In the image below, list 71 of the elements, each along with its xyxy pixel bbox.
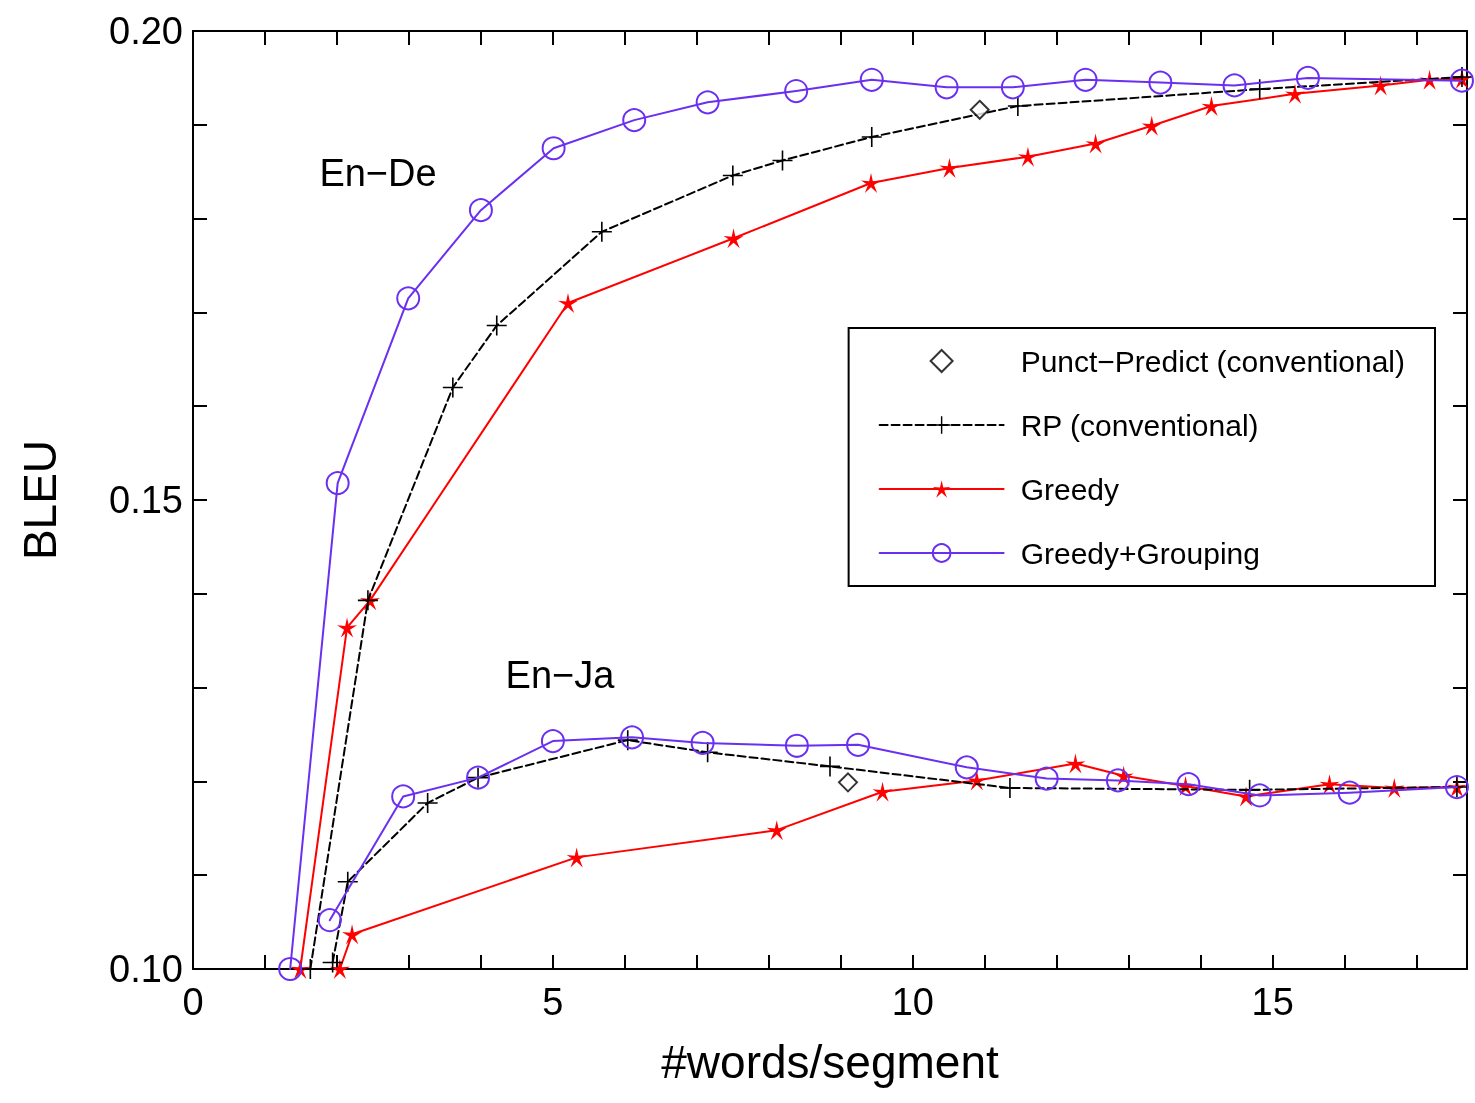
x-axis-title: #words/segment xyxy=(661,1036,999,1088)
point xyxy=(417,792,438,813)
point xyxy=(954,755,979,780)
point xyxy=(722,165,743,186)
point xyxy=(329,959,350,979)
x-tick-label: 0 xyxy=(182,981,204,1023)
point xyxy=(872,781,893,802)
point xyxy=(1141,115,1162,136)
point xyxy=(1249,79,1270,100)
point xyxy=(1017,146,1038,167)
point xyxy=(1034,766,1059,791)
annotation: En−Ja xyxy=(505,654,616,696)
point xyxy=(723,228,744,249)
point xyxy=(317,908,342,933)
point xyxy=(1295,65,1320,90)
point xyxy=(695,90,720,115)
point xyxy=(1337,780,1362,805)
x-tick-label: 10 xyxy=(891,981,934,1023)
y-axis-title: BLEU xyxy=(14,439,66,561)
point xyxy=(591,221,612,242)
point xyxy=(1247,783,1272,808)
point xyxy=(1222,73,1247,98)
point xyxy=(784,733,809,758)
y-tick-label: 0.20 xyxy=(109,10,183,52)
point xyxy=(1201,96,1222,117)
point xyxy=(337,617,358,638)
point xyxy=(837,772,858,793)
point xyxy=(1176,772,1201,797)
point xyxy=(325,471,350,496)
point xyxy=(391,784,416,809)
x-tick-label: 15 xyxy=(1251,981,1294,1023)
point xyxy=(1148,70,1173,95)
point xyxy=(846,732,871,757)
point xyxy=(939,157,960,178)
point xyxy=(861,126,882,147)
point xyxy=(1085,133,1106,154)
legend-label: Punct−Predict (conventional) xyxy=(1020,344,1405,378)
point xyxy=(558,293,578,314)
point xyxy=(566,847,587,868)
point xyxy=(442,377,463,398)
point xyxy=(766,820,787,841)
point xyxy=(1105,768,1130,793)
legend-label: Greedy xyxy=(1020,472,1120,506)
x-tick-label: 5 xyxy=(542,981,564,1023)
y-tick-label: 0.15 xyxy=(109,479,183,521)
annotation: En−De xyxy=(319,152,437,194)
point xyxy=(1000,75,1025,100)
point xyxy=(1007,96,1028,117)
point xyxy=(541,136,566,161)
point xyxy=(540,729,565,754)
point xyxy=(1284,83,1305,104)
legend-label: RP (conventional) xyxy=(1020,408,1259,442)
point xyxy=(690,730,715,755)
point xyxy=(1073,67,1098,92)
point xyxy=(396,286,421,311)
y-tick-label: 0.10 xyxy=(109,948,183,990)
point xyxy=(622,108,647,133)
point xyxy=(784,79,809,104)
point xyxy=(820,756,840,777)
point xyxy=(1065,753,1086,774)
point xyxy=(934,75,959,100)
point xyxy=(342,924,363,945)
point xyxy=(969,99,990,120)
point xyxy=(861,172,882,193)
legend-label: Greedy+Grouping xyxy=(1020,536,1260,570)
point xyxy=(620,725,645,750)
point xyxy=(859,67,884,92)
point xyxy=(278,957,303,981)
point xyxy=(486,315,507,336)
point xyxy=(1370,75,1391,96)
point xyxy=(468,198,493,223)
